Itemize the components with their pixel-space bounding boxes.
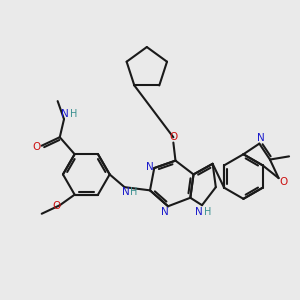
Text: N: N <box>161 207 169 217</box>
Text: N: N <box>146 162 154 172</box>
Text: H: H <box>70 109 77 119</box>
Text: H: H <box>204 207 211 217</box>
Text: N: N <box>122 188 130 197</box>
Text: N: N <box>256 133 264 143</box>
Text: O: O <box>169 132 178 142</box>
Text: N: N <box>61 109 69 119</box>
Text: H: H <box>130 188 138 197</box>
Text: O: O <box>52 201 61 211</box>
Text: O: O <box>280 177 288 188</box>
Text: N: N <box>195 207 203 217</box>
Text: O: O <box>32 142 40 152</box>
